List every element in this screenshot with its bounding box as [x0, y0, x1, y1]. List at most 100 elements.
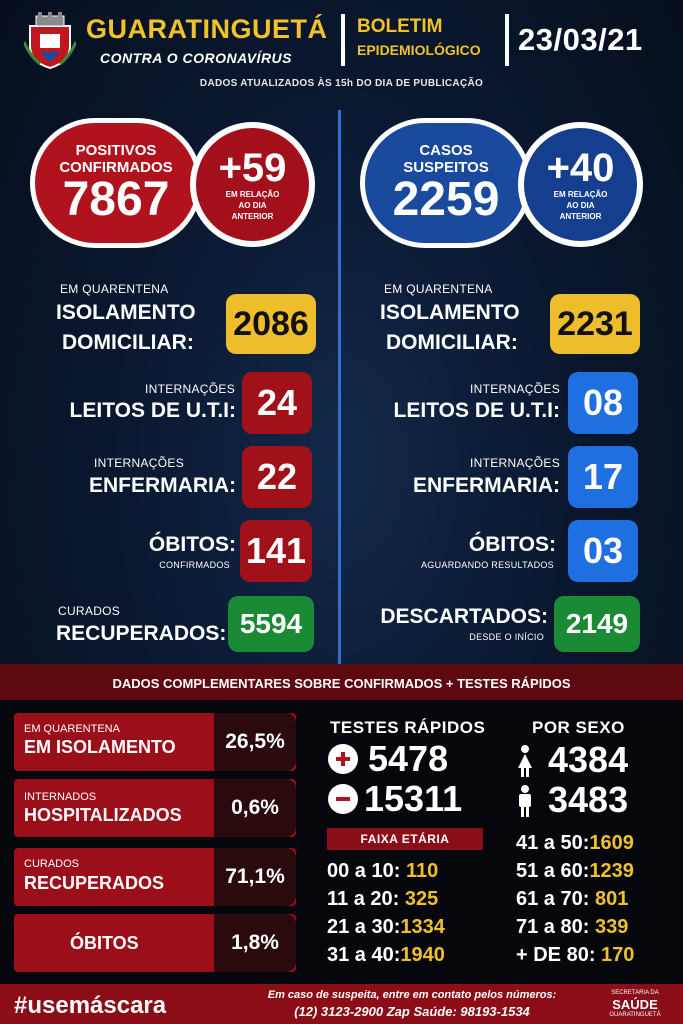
city-title: GUARATINGUETÁ [86, 14, 328, 44]
pct-small-label: INTERNADOS [24, 791, 97, 803]
pct-big-label: ÓBITOS [70, 933, 139, 953]
pct-small-label: EM QUARENTENA [24, 723, 120, 735]
sex-title: POR SEXO [532, 718, 625, 737]
pct-value: 0,6% [214, 779, 296, 837]
hashtag: #usemáscara [14, 992, 167, 1019]
age-range: 71 a 80: [516, 916, 590, 938]
confirmed-delta-circle: +59 EM RELAÇÃO AO DIA ANTERIOR [190, 122, 315, 247]
campaign-subtitle: CONTRA O CORONAVÍRUS [100, 50, 292, 66]
age-value: 1609 [589, 832, 634, 854]
suspected-obitos-value: 03 [568, 520, 638, 582]
uti-big-label: LEITOS DE U.T.I: [393, 399, 560, 422]
city-crest-icon [24, 12, 76, 70]
age-value: 1334 [400, 916, 445, 938]
age-row: 71 a 80: 339 [516, 916, 628, 939]
descartados-small-label: DESDE O INÍCIO [469, 632, 544, 642]
delta-note-2: AO DIA [238, 201, 267, 210]
secretaria-label-2: SAÚDE [612, 997, 658, 1012]
suspected-delta-circle: +40 EM RELAÇÃO AO DIA ANTERIOR [518, 122, 643, 247]
age-range: 41 a 50: [516, 832, 590, 854]
age-value: 801 [594, 888, 629, 910]
age-range: 61 a 70: [516, 888, 590, 910]
age-value: 339 [594, 916, 629, 938]
suspected-enf-value: 17 [568, 446, 638, 508]
age-value: 170 [601, 944, 635, 966]
descartados-big-label: DESCARTADOS: [380, 605, 548, 628]
pct-obitos-row: ÓBITOS 1,8% [14, 914, 296, 972]
confirmed-quarantine-value: 2086 [226, 294, 316, 354]
age-row: 51 a 60:1239 [516, 860, 634, 883]
pct-big-label: HOSPITALIZADOS [24, 805, 182, 825]
curados-small-label: CURADOS [58, 604, 121, 618]
age-row: + DE 80: 170 [516, 944, 634, 967]
enf-small-label: INTERNAÇÕES [94, 456, 184, 470]
quarantine-big-label-2: DOMICILIAR: [386, 331, 518, 354]
age-range: 51 a 60: [516, 860, 590, 882]
contact-line-2: (12) 3123-2900 Zap Saúde: 98193-1534 [294, 1004, 530, 1019]
age-row: 00 a 10: 110 [327, 860, 438, 883]
footer-bar [0, 984, 683, 1024]
header-divider [505, 14, 509, 66]
suspected-circle: CASOS SUSPEITOS 2259 [360, 118, 532, 248]
suspected-label-1: CASOS [419, 142, 473, 159]
confirmed-delta: +59 [218, 146, 287, 190]
delta-note-3: ANTERIOR [231, 212, 274, 221]
age-range: 11 a 20: [327, 888, 400, 910]
tests-title: TESTES RÁPIDOS [330, 718, 486, 737]
epidemiologico-label: EPIDEMIOLÓGICO [357, 42, 481, 58]
obitos-small-label: AGUARDANDO RESULTADOS [421, 560, 554, 570]
header-divider [341, 14, 345, 66]
delta-note-3: ANTERIOR [559, 212, 602, 221]
obitos-big-label: ÓBITOS: [148, 533, 236, 556]
quarantine-big-label-1: ISOLAMENTO [380, 301, 520, 324]
confirmed-label-1: POSITIVOS [75, 142, 157, 159]
column-divider [338, 110, 341, 665]
confirmed-uti-value: 24 [242, 372, 312, 434]
enf-small-label: INTERNAÇÕES [470, 456, 560, 470]
age-row: 41 a 50:1609 [516, 832, 634, 855]
age-row: 11 a 20: 325 [327, 888, 438, 911]
female-count: 4384 [548, 739, 629, 780]
secretaria-label-3: GUARATINGUETÁ [609, 1012, 661, 1018]
boletim-label: BOLETIM [357, 16, 443, 37]
quarantine-big-label-1: ISOLAMENTO [56, 301, 196, 324]
delta-note-1: EM RELAÇÃO [553, 190, 608, 199]
delta-note-1: EM RELAÇÃO [225, 190, 280, 199]
minus-circle-icon [328, 784, 358, 814]
suspected-total: 2259 [392, 173, 500, 226]
age-value: 110 [405, 860, 439, 882]
complementary-title: DADOS COMPLEMENTARES SOBRE CONFIRMADOS +… [112, 676, 571, 691]
age-value: 1940 [400, 944, 445, 966]
age-range: + DE 80: [516, 944, 596, 966]
male-icon [519, 785, 531, 817]
age-range: 00 a 10: [327, 860, 401, 882]
age-value: 325 [404, 888, 439, 910]
pct-big-label: RECUPERADOS [24, 873, 165, 893]
confirmed-label-2: CONFIRMADOS [59, 159, 173, 176]
secretaria-label-1: SECRETARIA DA [611, 990, 659, 996]
delta-note-2: AO DIA [566, 201, 595, 210]
pct-value: 71,1% [214, 848, 296, 906]
quarantine-big-label-2: DOMICILIAR: [62, 331, 194, 354]
age-range: 31 a 40: [327, 944, 401, 966]
quarantine-small-label: EM QUARENTENA [60, 282, 169, 296]
suspected-quarantine-value: 2231 [550, 294, 640, 354]
pct-big-label: EM ISOLAMENTO [24, 737, 176, 757]
pct-isolamento-row: EM QUARENTENA EM ISOLAMENTO 26,5% [14, 713, 296, 771]
contact-line-1: Em caso de suspeita, entre em contato pe… [267, 989, 557, 1001]
confirmed-circle: POSITIVOS CONFIRMADOS 7867 [30, 118, 202, 248]
uti-small-label: INTERNAÇÕES [145, 382, 235, 396]
obitos-big-label: ÓBITOS: [468, 533, 556, 556]
suspected-uti-value: 08 [568, 372, 638, 434]
age-row: 21 a 30:1334 [327, 916, 445, 939]
age-value: 1239 [589, 860, 634, 882]
age-row: 61 a 70: 801 [516, 888, 628, 911]
enf-big-label: ENFERMARIA: [89, 474, 236, 497]
female-icon [518, 745, 532, 777]
suspected-descartados-value: 2149 [554, 596, 640, 652]
tests-positive: 5478 [368, 738, 449, 779]
quarantine-small-label: EM QUARENTENA [384, 282, 493, 296]
pct-value: 26,5% [214, 713, 296, 771]
confirmed-curados-value: 5594 [228, 596, 314, 652]
tests-negative: 15311 [364, 778, 463, 819]
